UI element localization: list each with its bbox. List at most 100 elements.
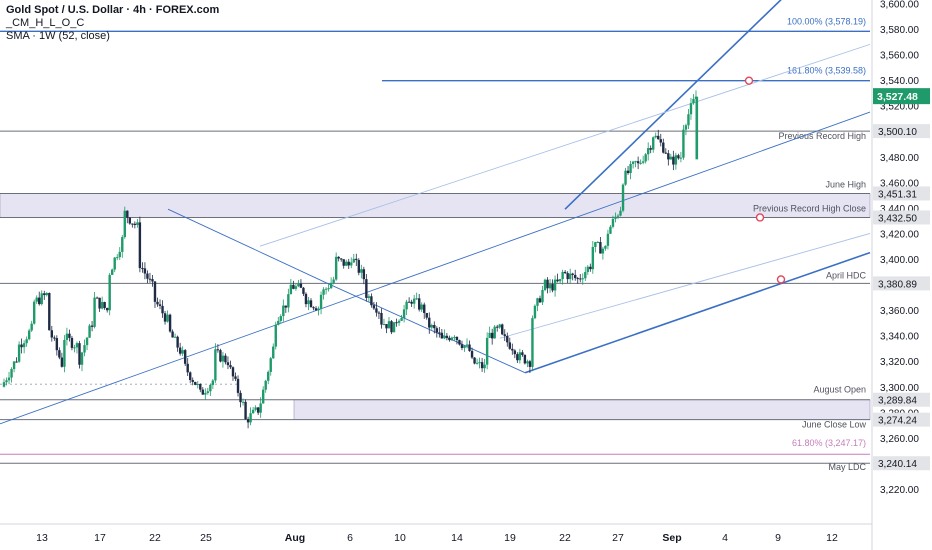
level-axis-tag-label: 3,380.89 [878, 279, 917, 290]
candle-body [234, 376, 237, 379]
candle-body [445, 335, 449, 338]
candle-body [176, 336, 179, 348]
candle-body [121, 237, 124, 252]
candle-body [548, 284, 552, 289]
candle-body [133, 223, 137, 225]
candle-body [423, 304, 426, 313]
candle-body [347, 261, 350, 266]
candle-body [563, 271, 567, 274]
channel-median-line [0, 111, 871, 425]
last-price-tag [873, 88, 930, 105]
candle-body [50, 330, 54, 338]
candle-body [25, 339, 28, 344]
candle-body [470, 350, 474, 358]
x-tick-label: 17 [94, 532, 106, 544]
candle-body [674, 155, 678, 165]
candle-body [38, 297, 41, 305]
x-tick-label: Aug [285, 532, 305, 544]
candle-body [425, 312, 428, 318]
candle-body [382, 324, 386, 326]
level-axis-tag-label: 3,240.14 [878, 459, 917, 470]
candle-body [669, 156, 673, 160]
candle-body [380, 312, 383, 325]
indicator-sma[interactable]: SMA · 1W (52, close) [6, 30, 110, 42]
level-axis-tag-label: 3,432.50 [878, 213, 917, 224]
candle-body [322, 289, 325, 295]
candle-body [40, 293, 43, 305]
candle-body [209, 384, 212, 392]
level-label: April HDC [826, 270, 867, 280]
candle-body [151, 279, 154, 282]
candle-body [662, 142, 665, 153]
candle-body [428, 317, 431, 328]
candle-body [581, 278, 584, 280]
level-label: August Open [813, 385, 866, 395]
chart-legend: Gold Spot / U.S. Dollar · 4h · FOREX.com… [6, 4, 219, 43]
candle-body [430, 324, 433, 328]
candle-body [450, 337, 454, 341]
candle-body [621, 184, 625, 211]
candle-body [584, 272, 587, 279]
level-axis-tag-label: 3,289.84 [878, 396, 917, 407]
candle-body [231, 367, 235, 377]
candle-body [2, 382, 6, 387]
candle-body [73, 347, 76, 349]
candle-body [586, 266, 589, 273]
candle-body [604, 245, 607, 249]
y-tick-label: 3,400.00 [880, 255, 919, 266]
y-tick-label: 3,340.00 [880, 332, 919, 343]
candle-body [337, 256, 340, 259]
candle-body [324, 288, 328, 290]
candle-body [53, 337, 56, 339]
level-label: 100.00% (3,578.19) [787, 16, 866, 26]
y-tick-label: 3,220.00 [880, 485, 919, 496]
candle-body [58, 350, 61, 358]
candle-body [362, 269, 366, 280]
x-tick-label: Sep [662, 532, 681, 544]
y-tick-label: 3,520.00 [880, 102, 919, 113]
candle-body [679, 157, 683, 159]
candle-body [70, 337, 74, 348]
candle-body [395, 322, 398, 324]
candle-body [261, 389, 265, 404]
candle-body [634, 161, 637, 163]
candle-body [158, 304, 162, 306]
candle-body [551, 284, 554, 291]
candle-body [589, 266, 592, 270]
candle-body [433, 324, 436, 329]
candle-body [631, 161, 635, 164]
candle-body [377, 312, 381, 314]
candle-body [405, 301, 408, 310]
y-tick-label: 3,260.00 [880, 434, 919, 445]
y-tick-label: 3,560.00 [880, 51, 919, 62]
candle-body [513, 350, 517, 355]
candle-body [501, 324, 504, 335]
candle-body [319, 294, 323, 309]
candle-body [677, 155, 680, 159]
candle-body [12, 361, 16, 370]
candle-body [591, 246, 595, 270]
x-tick-label: 4 [722, 532, 728, 544]
candle-body [390, 321, 393, 333]
candle-body [131, 223, 134, 225]
candle-body [518, 352, 522, 361]
indicator-hloc[interactable]: _CM_H_L_O_C [6, 17, 85, 29]
candle-body [173, 336, 177, 338]
candle-body [443, 335, 446, 339]
candle-body [279, 316, 282, 321]
candle-body [561, 271, 564, 280]
candle-body [521, 352, 524, 355]
candle-body [531, 318, 534, 367]
candle-body [211, 380, 215, 385]
candle-body [596, 242, 600, 244]
candle-body [619, 210, 622, 216]
y-tick-label: 3,580.00 [880, 25, 919, 36]
y-tick-label: 3,360.00 [880, 306, 919, 317]
candle-body [327, 288, 330, 290]
candle-body [601, 248, 605, 254]
candle-body [611, 218, 615, 227]
candle-body [241, 401, 245, 403]
candle-body [339, 258, 343, 260]
level-label: Previous Record High [778, 131, 866, 141]
